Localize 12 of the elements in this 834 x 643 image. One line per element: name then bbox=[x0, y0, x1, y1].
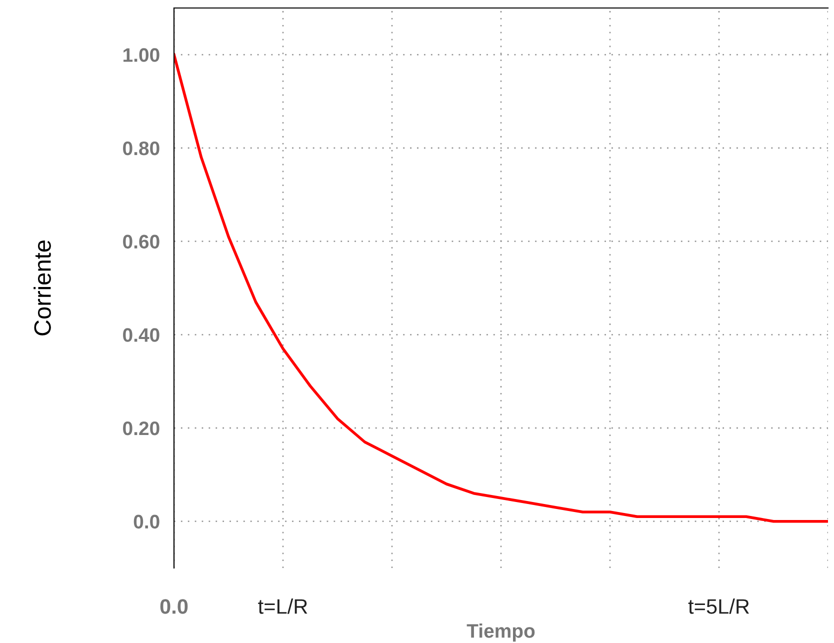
line-series bbox=[174, 53, 828, 523]
y-tick-label: 0.60 bbox=[123, 234, 160, 249]
y-tick-label: 0.20 bbox=[123, 421, 160, 436]
x-tick-label: 0.0 bbox=[160, 599, 188, 614]
y-tick-label: 0.80 bbox=[123, 141, 160, 156]
y-tick-label: 1.00 bbox=[123, 48, 160, 62]
y-tick-label: 0.0 bbox=[134, 514, 160, 529]
x-tick-label: t=5L/R bbox=[688, 598, 750, 614]
x-axis-title: Tiempo bbox=[466, 624, 535, 642]
x-tick-label: t=L/R bbox=[258, 598, 308, 614]
y-axis-title: Corriente bbox=[34, 240, 51, 336]
y-tick-label: 0.40 bbox=[123, 328, 160, 342]
